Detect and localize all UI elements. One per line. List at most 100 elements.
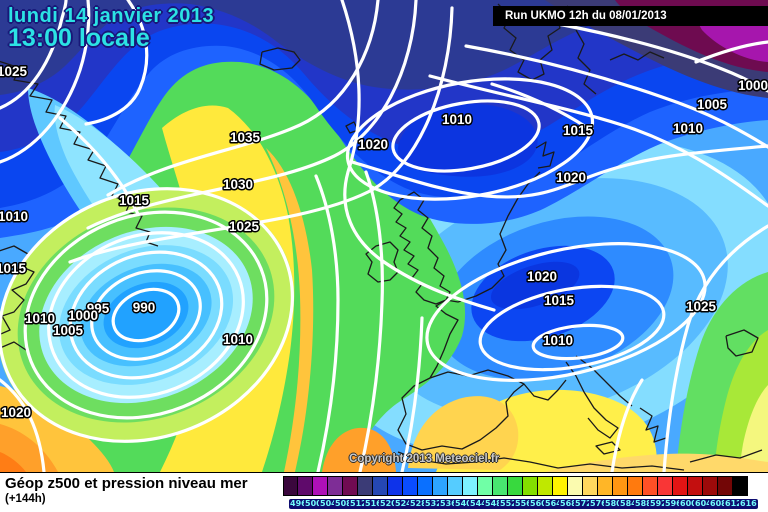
legend-swatch <box>508 476 523 496</box>
pressure-label: 1015 <box>0 261 27 276</box>
pressure-label: 1020 <box>527 269 557 284</box>
legend-value: 496 <box>289 499 308 509</box>
forecast-datetime: lundi 14 janvier 2013 13:00 locale <box>8 6 214 52</box>
pressure-label: 1005 <box>53 323 84 338</box>
legend-swatch <box>658 476 673 496</box>
legend-swatch <box>328 476 343 496</box>
pressure-label: 1020 <box>556 170 586 185</box>
legend-value: 616 <box>739 499 758 509</box>
legend-value: 524 <box>394 499 413 509</box>
copyright-notice: Copyright 2013 Meteociel.fr <box>349 453 500 465</box>
legend-swatch <box>598 476 613 496</box>
color-scale: 496 500 504 508 512 516 520 524 528 532 536 540 544 5… <box>0 473 768 512</box>
legend-swatch <box>583 476 598 496</box>
legend-swatch <box>673 476 688 496</box>
legend-bar: Géop z500 et pression niveau mer (+144h)… <box>0 472 768 512</box>
isobar-contours <box>0 0 768 472</box>
pressure-labels-layer: 1025 1035 1030 1025 1015 1010 1020 1010 1015 1020… <box>0 63 768 422</box>
map-title: Géop z500 et pression niveau mer <box>5 475 248 492</box>
legend-value: 560 <box>529 499 548 509</box>
legend-swatch <box>433 476 448 496</box>
legend-value: 528 <box>409 499 428 509</box>
legend-value: 536 <box>439 499 458 509</box>
lead-time: (+144h) <box>5 493 46 505</box>
legend-value: 552 <box>499 499 518 509</box>
legend-value: 600 <box>679 499 698 509</box>
legend-value: 584 <box>619 499 638 509</box>
legend-swatches <box>283 476 748 496</box>
legend-swatch <box>448 476 463 496</box>
legend-swatch <box>298 476 313 496</box>
pressure-label: 1010 <box>442 112 472 127</box>
legend-value: 532 <box>424 499 443 509</box>
legend-swatch <box>688 476 703 496</box>
pressure-label: 1015 <box>119 193 150 208</box>
legend-swatch <box>373 476 388 496</box>
legend-swatch <box>703 476 718 496</box>
legend-swatch <box>568 476 583 496</box>
legend-swatch <box>628 476 643 496</box>
legend-value: 612 <box>724 499 743 509</box>
legend-value: 580 <box>604 499 623 509</box>
legend-value: 520 <box>379 499 398 509</box>
pressure-label: 1010 <box>673 121 703 136</box>
legend-swatch <box>343 476 358 496</box>
legend-swatch <box>478 476 493 496</box>
legend-swatch <box>523 476 538 496</box>
legend-value: 588 <box>634 499 653 509</box>
legend-value: 568 <box>559 499 578 509</box>
legend-value: 556 <box>514 499 533 509</box>
legend-swatch <box>283 476 298 496</box>
pressure-label: 995 <box>87 301 110 316</box>
pressure-label: 1010 <box>543 333 573 348</box>
pressure-label: 1000 <box>738 78 768 93</box>
legend-value: 500 <box>304 499 323 509</box>
legend-value: 604 <box>694 499 713 509</box>
map-canvas: 1025 1035 1030 1025 1015 1010 1020 1010 1015 1020… <box>0 0 768 472</box>
coastlines <box>0 3 763 471</box>
legend-value: 576 <box>589 499 608 509</box>
forecast-local-time: 13:00 locale <box>8 24 150 53</box>
legend-swatch <box>718 476 733 496</box>
legend-swatch <box>538 476 553 496</box>
forecast-date: lundi 14 janvier 2013 <box>8 5 215 27</box>
model-run-info: Run UKMO 12h du 08/01/2013 <box>493 6 768 26</box>
legend-value: 592 <box>649 499 668 509</box>
pressure-label: 1030 <box>223 177 253 192</box>
legend-value: 548 <box>484 499 503 509</box>
legend-swatch <box>493 476 508 496</box>
legend-swatch <box>553 476 568 496</box>
legend-value: 512 <box>349 499 368 509</box>
legend-value: 572 <box>574 499 593 509</box>
legend-value: 508 <box>334 499 353 509</box>
pressure-label: 1035 <box>230 130 261 145</box>
weather-map: 1025 1035 1030 1025 1015 1010 1020 1010 1015 1020… <box>0 0 768 472</box>
pressure-label: 1010 <box>25 311 55 326</box>
pressure-label: 1010 <box>223 332 253 347</box>
pressure-label: 1025 <box>686 299 717 314</box>
pressure-label: 990 <box>133 300 156 315</box>
legend-swatch <box>358 476 373 496</box>
legend-swatch <box>313 476 328 496</box>
pressure-label: 1015 <box>563 123 594 138</box>
legend-swatch <box>388 476 403 496</box>
legend-value: 564 <box>544 499 563 509</box>
pressure-label: 1015 <box>544 293 575 308</box>
pressure-label: 1020 <box>1 405 31 420</box>
legend-value: 596 <box>664 499 683 509</box>
legend-swatch <box>463 476 478 496</box>
pressure-label: 1025 <box>229 219 260 234</box>
pressure-label: 1020 <box>358 137 388 152</box>
pressure-label: 1000 <box>68 308 98 323</box>
legend-swatch <box>733 476 748 496</box>
legend-value: 544 <box>469 499 488 509</box>
pressure-label: 1005 <box>697 97 728 112</box>
legend-swatch <box>418 476 433 496</box>
pressure-label: 1010 <box>0 209 28 224</box>
legend-value: 504 <box>319 499 338 509</box>
legend-swatch <box>613 476 628 496</box>
legend-value: 608 <box>709 499 728 509</box>
pressure-label: 1025 <box>0 64 28 79</box>
legend-value: 516 <box>364 499 383 509</box>
